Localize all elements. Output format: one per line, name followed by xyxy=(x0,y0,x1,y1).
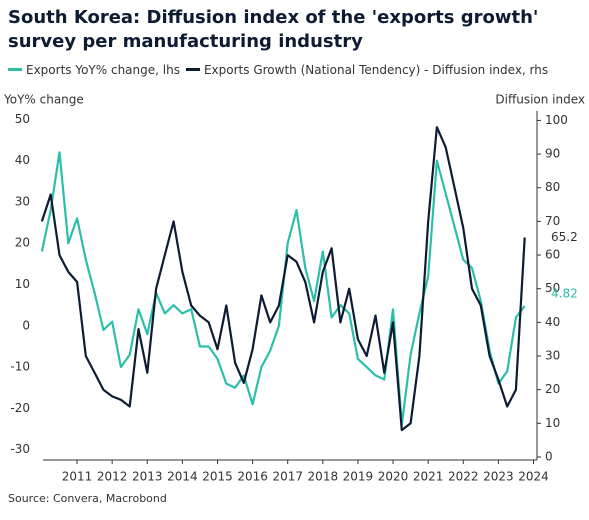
y-tick-label: -30 xyxy=(10,442,30,456)
x-tick-label: 2017 xyxy=(272,470,303,484)
y-axis-label: YoY% change xyxy=(3,93,84,107)
end-label: 4.82 xyxy=(551,286,578,300)
legend: Exports YoY% change, lhs Exports Growth (… xyxy=(8,60,554,77)
y-tick-label: 10 xyxy=(15,277,30,291)
x-tick-label: 2016 xyxy=(237,470,268,484)
x-tick-label: 2019 xyxy=(343,470,374,484)
x-tick-label: 2014 xyxy=(167,470,198,484)
series-line xyxy=(40,151,526,427)
y2-tick-label: 90 xyxy=(545,147,560,161)
x-tick-label: 2022 xyxy=(448,470,479,484)
y2-tick-label: 50 xyxy=(545,281,560,295)
x-tick-label: 2013 xyxy=(132,470,163,484)
legend-swatch xyxy=(8,68,22,71)
x-tick-label: 2021 xyxy=(413,470,444,484)
x-tick-label: 2011 xyxy=(62,470,93,484)
x-tick-label: 2020 xyxy=(378,470,409,484)
legend-item: Exports YoY% change, lhs xyxy=(8,63,180,77)
y2-tick-label: 30 xyxy=(545,349,560,363)
y-tick-label: 30 xyxy=(15,194,30,208)
x-tick-label: 2012 xyxy=(97,470,128,484)
y2-tick-label: 80 xyxy=(545,180,560,194)
series-line xyxy=(40,126,526,432)
y2-tick-label: 70 xyxy=(545,214,560,228)
source: Source: Convera, Macrobond xyxy=(8,492,167,505)
y2-axis-label: Diffusion index xyxy=(495,93,585,107)
y2-tick-label: 10 xyxy=(545,416,560,430)
legend-label: Exports Growth (National Tendency) - Dif… xyxy=(203,62,549,77)
y-tick-label: 40 xyxy=(15,153,30,167)
y2-tick-label: 60 xyxy=(545,248,560,262)
chart-title: South Korea: Diffusion index of the 'exp… xyxy=(8,7,539,52)
y2-tick-label: 0 xyxy=(545,449,553,463)
y2-tick-label: 40 xyxy=(545,315,560,329)
y-tick-label: 20 xyxy=(15,236,30,250)
y-tick-label: 50 xyxy=(15,112,30,126)
y-tick-label: -20 xyxy=(10,401,30,415)
y2-tick-label: 100 xyxy=(545,113,568,127)
legend-item: Exports Growth (National Tendency) - Dif… xyxy=(185,62,549,77)
y-tick-label: 0 xyxy=(22,318,30,332)
x-tick-label: 2018 xyxy=(308,470,339,484)
x-tick-label: 2024 xyxy=(518,470,549,484)
legend-swatch xyxy=(185,68,200,71)
x-tick-label: 2023 xyxy=(483,470,514,484)
legend-label: Exports YoY% change, lhs xyxy=(26,62,180,77)
end-label: 65.2 xyxy=(551,230,578,244)
y-tick-label: -10 xyxy=(10,360,30,374)
x-tick-label: 2015 xyxy=(202,470,233,484)
y2-tick-label: 20 xyxy=(545,382,560,396)
